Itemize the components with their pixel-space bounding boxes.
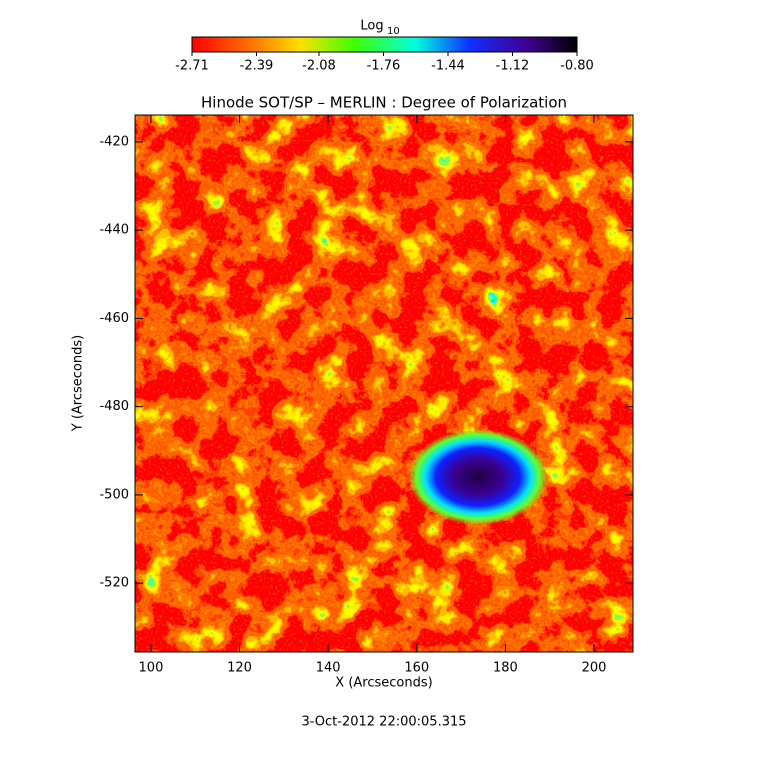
colorbar-tick-label: -0.80 [560, 59, 594, 74]
colorbar-label-subscript: 10 [387, 26, 400, 37]
y-tick-label: -500 [99, 487, 129, 502]
colorbar-tick-label: -2.39 [240, 59, 274, 74]
date-label: 3-Oct-2012 22:00:05.315 [301, 715, 466, 730]
y-tick-label: -520 [99, 576, 129, 591]
colorbar-tick-label: -2.08 [302, 59, 336, 74]
y-axis-label: Y (Arcseconds) [71, 335, 86, 432]
heatmap-image [135, 115, 633, 652]
colorbar-tick-label: -1.76 [367, 59, 401, 74]
y-tick-label: -420 [99, 134, 129, 149]
x-tick-label: 120 [227, 661, 252, 676]
x-tick-label: 200 [582, 661, 607, 676]
y-tick-label: -480 [99, 399, 129, 414]
colorbar-tick-label: -1.44 [431, 59, 465, 74]
colorbar-label: Log [360, 19, 383, 34]
x-tick-label: 160 [404, 661, 429, 676]
colorbar-tick-label: -2.71 [175, 59, 209, 74]
y-tick-label: -460 [99, 311, 129, 326]
x-tick-label: 100 [139, 661, 164, 676]
x-tick-label: 180 [493, 661, 518, 676]
y-tick-label: -440 [99, 223, 129, 238]
x-axis-label: X (Arcseconds) [335, 676, 432, 691]
colorbar [191, 36, 578, 53]
plot-frame [134, 114, 634, 653]
chart-title: Hinode SOT/SP – MERLIN : Degree of Polar… [201, 94, 567, 112]
colorbar-tick-label: -1.12 [496, 59, 530, 74]
x-tick-label: 140 [316, 661, 341, 676]
